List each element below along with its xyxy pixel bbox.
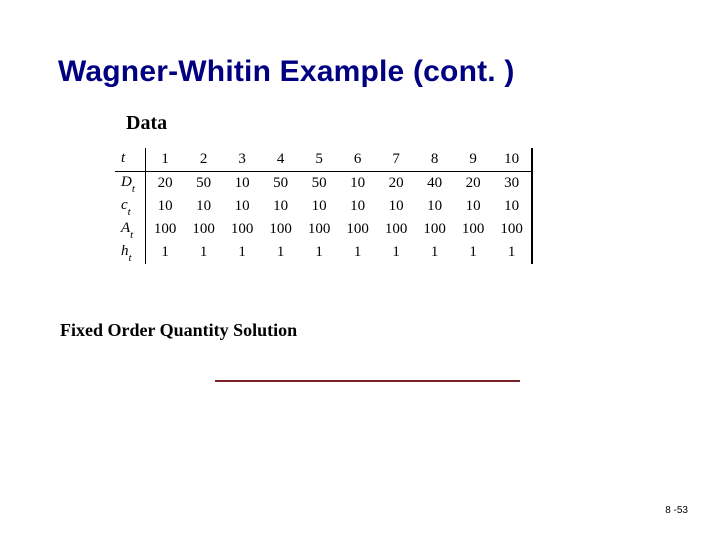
table-cell: 1 bbox=[184, 241, 223, 264]
table-cell: 100 bbox=[261, 218, 300, 241]
table-cell: 3 bbox=[223, 148, 262, 172]
table-cell: 10 bbox=[415, 195, 454, 218]
table-cell: 1 bbox=[261, 241, 300, 264]
table-cell: 100 bbox=[338, 218, 377, 241]
table-cell: 1 bbox=[454, 241, 493, 264]
table-cell: 100 bbox=[223, 218, 262, 241]
table-cell: 1 bbox=[145, 241, 184, 264]
subheading: Fixed Order Quantity Solution bbox=[60, 320, 297, 341]
table-cell: 1 bbox=[415, 241, 454, 264]
table-cell: 10 bbox=[454, 195, 493, 218]
table-cell: 100 bbox=[415, 218, 454, 241]
table-cell: 50 bbox=[261, 172, 300, 196]
row-label: ht bbox=[115, 241, 145, 264]
table-cell: 4 bbox=[261, 148, 300, 172]
divider-line bbox=[215, 380, 520, 382]
row-label-subscript: t bbox=[132, 183, 135, 195]
table-cell: 1 bbox=[223, 241, 262, 264]
table-cell: 6 bbox=[338, 148, 377, 172]
table-cell: 100 bbox=[377, 218, 416, 241]
data-label: Data bbox=[126, 112, 167, 135]
table-cell: 10 bbox=[223, 195, 262, 218]
table-cell: 9 bbox=[454, 148, 493, 172]
row-label-symbol: h bbox=[121, 243, 129, 259]
table-cell: 20 bbox=[145, 172, 184, 196]
data-table: t 1 2 3 4 5 6 7 8 9 10 Dt 20 50 10 50 bbox=[115, 148, 533, 264]
table-cell: 30 bbox=[492, 172, 532, 196]
row-label: At bbox=[115, 218, 145, 241]
table-cell: 20 bbox=[454, 172, 493, 196]
table-cell: 5 bbox=[300, 148, 339, 172]
table-cell: 10 bbox=[377, 195, 416, 218]
table-cell: 100 bbox=[145, 218, 184, 241]
row-label-subscript: t bbox=[129, 252, 132, 264]
table-cell: 10 bbox=[338, 172, 377, 196]
row-label: Dt bbox=[115, 172, 145, 196]
row-label-symbol: D bbox=[121, 174, 132, 190]
row-label-symbol: A bbox=[121, 220, 130, 236]
table-row: At 100 100 100 100 100 100 100 100 100 1… bbox=[115, 218, 532, 241]
table-cell: 10 bbox=[223, 172, 262, 196]
table-cell: 10 bbox=[300, 195, 339, 218]
table-row: ct 10 10 10 10 10 10 10 10 10 10 bbox=[115, 195, 532, 218]
row-label: t bbox=[115, 148, 145, 172]
table-cell: 10 bbox=[145, 195, 184, 218]
row-label-symbol: c bbox=[121, 197, 128, 213]
table-cell: 40 bbox=[415, 172, 454, 196]
row-label-subscript: t bbox=[128, 206, 131, 218]
table-row: ht 1 1 1 1 1 1 1 1 1 1 bbox=[115, 241, 532, 264]
slide-title: Wagner-Whitin Example (cont. ) bbox=[58, 55, 515, 89]
table-cell: 1 bbox=[338, 241, 377, 264]
table-cell: 10 bbox=[338, 195, 377, 218]
table-cell: 1 bbox=[145, 148, 184, 172]
table-cell: 1 bbox=[377, 241, 416, 264]
table-row: t 1 2 3 4 5 6 7 8 9 10 bbox=[115, 148, 532, 172]
table-cell: 50 bbox=[184, 172, 223, 196]
table-cell: 100 bbox=[300, 218, 339, 241]
table-cell: 100 bbox=[454, 218, 493, 241]
table-cell: 20 bbox=[377, 172, 416, 196]
row-label-symbol: t bbox=[121, 150, 125, 166]
table-cell: 100 bbox=[492, 218, 532, 241]
table-cell: 8 bbox=[415, 148, 454, 172]
table-cell: 7 bbox=[377, 148, 416, 172]
table-cell: 1 bbox=[492, 241, 532, 264]
table-cell: 10 bbox=[261, 195, 300, 218]
table-cell: 10 bbox=[492, 195, 532, 218]
table-cell: 1 bbox=[300, 241, 339, 264]
table-cell: 10 bbox=[492, 148, 532, 172]
table-cell: 10 bbox=[184, 195, 223, 218]
page-number: 8 -53 bbox=[665, 505, 688, 516]
row-label-subscript: t bbox=[130, 229, 133, 241]
table-cell: 100 bbox=[184, 218, 223, 241]
data-table-container: t 1 2 3 4 5 6 7 8 9 10 Dt 20 50 10 50 bbox=[115, 148, 533, 264]
table-cell: 50 bbox=[300, 172, 339, 196]
table-row: Dt 20 50 10 50 50 10 20 40 20 30 bbox=[115, 172, 532, 196]
slide: Wagner-Whitin Example (cont. ) Data t 1 … bbox=[0, 0, 720, 540]
row-label: ct bbox=[115, 195, 145, 218]
table-cell: 2 bbox=[184, 148, 223, 172]
